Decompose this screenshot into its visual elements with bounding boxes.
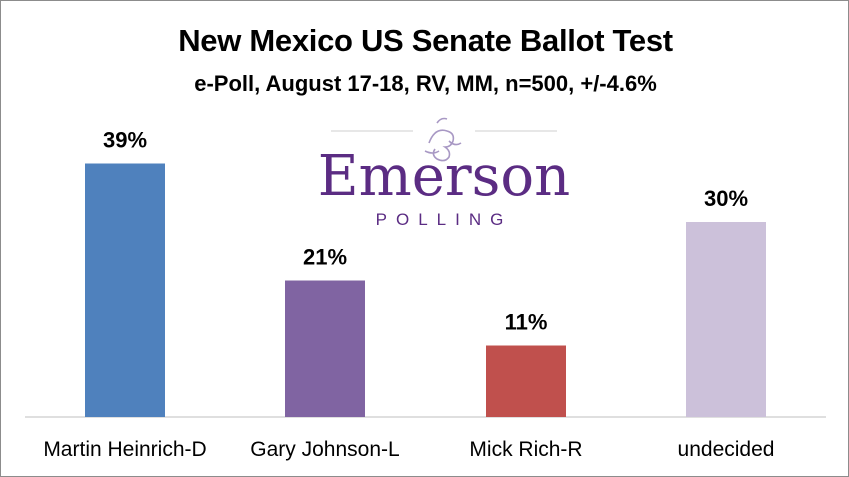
- bar-3: [686, 222, 766, 417]
- bar-2: [486, 345, 566, 417]
- category-label-2: Mick Rich-R: [469, 438, 582, 461]
- data-label-0: 39%: [103, 128, 147, 153]
- lion-crest-icon: [424, 117, 462, 162]
- bars-group: 39% Martin Heinrich-D 21% Gary Johnson-L 11%…: [43, 128, 774, 462]
- bar-0: [85, 163, 165, 417]
- emerson-logo: Emerson POLLING: [318, 117, 570, 229]
- data-label-1: 21%: [303, 245, 347, 270]
- data-label-2: 11%: [505, 310, 548, 335]
- category-label-0: Martin Heinrich-D: [43, 438, 206, 461]
- data-label-3: 30%: [704, 186, 748, 211]
- chart-subtitle: e-Poll, August 17-18, RV, MM, n=500, +/-…: [194, 71, 657, 96]
- bar-1: [285, 280, 365, 417]
- chart-title: New Mexico US Senate Ballot Test: [178, 23, 673, 58]
- logo-wordmark: Emerson: [318, 144, 570, 209]
- logo-subtext: POLLING: [376, 210, 513, 229]
- category-label-1: Gary Johnson-L: [250, 438, 399, 461]
- category-label-3: undecided: [678, 438, 775, 461]
